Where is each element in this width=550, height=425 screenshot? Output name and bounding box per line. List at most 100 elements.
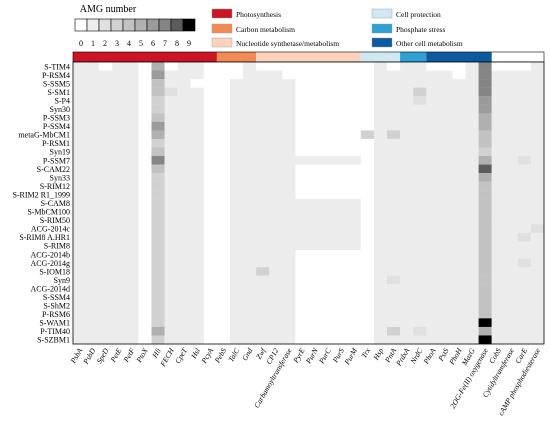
heatmap-cell [491, 292, 505, 302]
heatmap-cell [426, 156, 440, 165]
heatmap-cell [125, 138, 139, 148]
heatmap-cell [125, 130, 139, 140]
heatmap-cell [203, 309, 218, 319]
heatmap-cell [360, 258, 375, 268]
strain-label: S-MbCM100 [27, 208, 70, 217]
heatmap-cell [138, 138, 152, 148]
heatmap-cell [190, 224, 204, 234]
heatmap-cell [295, 267, 309, 276]
heatmap-cell [230, 292, 244, 302]
heatmap-cell [230, 138, 244, 148]
heatmap-cell [86, 121, 100, 131]
heatmap-cell [308, 292, 322, 302]
heatmap-cell [321, 181, 335, 191]
heatmap-cell [243, 164, 257, 174]
heatmap-cell [177, 138, 191, 148]
heatmap-cell [478, 62, 492, 71]
heatmap-cell [426, 164, 440, 174]
heatmap-cell [86, 79, 100, 88]
heatmap-cell [230, 258, 244, 268]
heatmap-cell [517, 190, 532, 199]
heatmap-cell [86, 224, 100, 234]
heatmap-cell [308, 138, 322, 148]
heatmap-cell [177, 79, 191, 88]
heatmap-cell [86, 104, 100, 114]
heatmap-cell [269, 215, 283, 225]
heatmap-cell [478, 70, 492, 80]
heatmap-cell [256, 113, 270, 122]
heatmap-cell [334, 241, 348, 251]
heatmap-cell [413, 181, 427, 191]
heatmap-cell [373, 164, 388, 174]
heatmap-cell [504, 335, 518, 345]
heatmap-cell [177, 284, 191, 293]
heatmap-cell [295, 62, 309, 71]
heatmap-cell [243, 326, 257, 336]
heatmap-cell [373, 224, 388, 234]
heatmap-cell [426, 121, 440, 131]
heatmap-cell [112, 284, 126, 293]
heatmap-cell [321, 113, 335, 122]
heatmap-cell [99, 207, 113, 216]
heatmap-cell [112, 190, 126, 199]
heatmap-cell [360, 138, 375, 148]
heatmap-cell [334, 207, 348, 216]
heatmap-cell [164, 215, 178, 225]
heatmap-cell [177, 326, 191, 336]
heatmap-cell [452, 181, 466, 191]
strain-label: Syn9 [54, 276, 70, 285]
heatmap-cell [334, 190, 348, 199]
heatmap-cell [256, 121, 270, 131]
heatmap-cell [256, 284, 270, 293]
heatmap-cell [73, 181, 87, 191]
heatmap-cell [308, 207, 322, 216]
heatmap-cell [308, 301, 322, 310]
heatmap-cell [387, 224, 401, 234]
heatmap-cell [478, 96, 492, 105]
heatmap-cell [243, 62, 257, 71]
heatmap-cell [452, 335, 466, 345]
heatmap-cell [86, 198, 100, 208]
heatmap-cell [125, 156, 139, 165]
gene-label: PebS [212, 346, 228, 365]
heatmap-cell [295, 130, 309, 140]
colorbar-swatch [146, 18, 160, 32]
heatmap-cell [282, 130, 296, 140]
heatmap-cell [138, 87, 152, 97]
heatmap-cell [151, 224, 165, 234]
heatmap-cell [530, 190, 545, 199]
heatmap-cell [73, 62, 87, 71]
heatmap-cell [478, 318, 492, 328]
heatmap-cell [360, 301, 375, 310]
heatmap-cell [400, 156, 414, 165]
heatmap-cell [112, 104, 126, 114]
heatmap-cell [138, 215, 152, 225]
heatmap-cell [230, 284, 244, 293]
heatmap-cell [243, 130, 257, 140]
heatmap-cell [400, 232, 414, 242]
heatmap-cell [400, 181, 414, 191]
heatmap-cell [373, 207, 388, 216]
heatmap-cell [203, 258, 218, 268]
heatmap-cell [164, 164, 178, 174]
heatmap-cell [125, 190, 139, 199]
heatmap-cell [269, 147, 283, 157]
heatmap-cell [517, 275, 532, 285]
heatmap-cell [190, 258, 204, 268]
heatmap-cell [99, 232, 113, 242]
heatmap-cell [373, 173, 388, 182]
heatmap-cell [400, 258, 414, 268]
heatmap-cell [164, 62, 178, 71]
heatmap-cell [387, 275, 401, 285]
heatmap-cell [517, 79, 532, 88]
heatmap-cell [190, 318, 204, 328]
heatmap-cell [256, 79, 270, 88]
heatmap-cell [491, 198, 505, 208]
heatmap-cell [216, 62, 231, 71]
heatmap-cell [164, 224, 178, 234]
heatmap-cell [269, 292, 283, 302]
heatmap-cell [452, 173, 466, 182]
heatmap-cell [387, 79, 401, 88]
heatmap-cell [413, 190, 427, 199]
heatmap-cell [99, 335, 113, 345]
